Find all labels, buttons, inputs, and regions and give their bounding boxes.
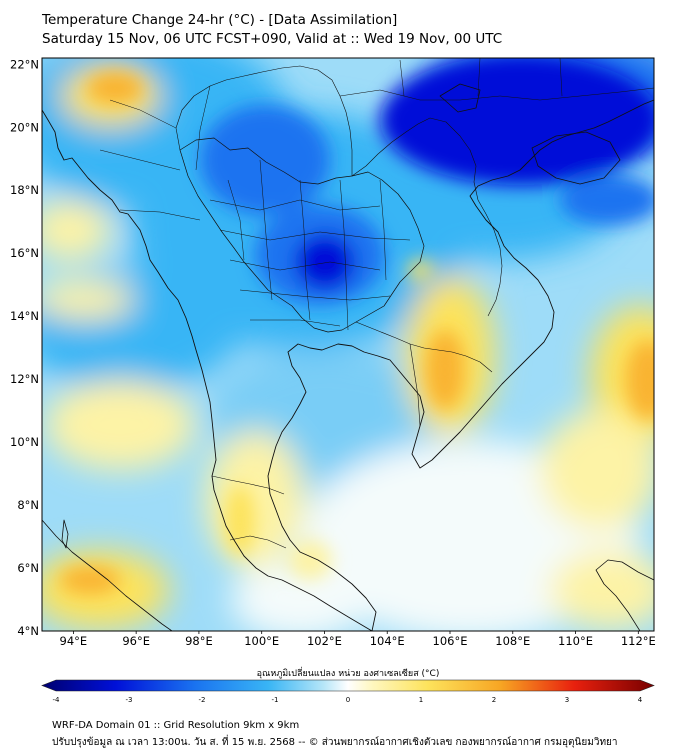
lat-tick-label: 16°N: [10, 246, 39, 260]
longitude-ticks: 94°E 96°E 98°E 100°E 102°E 104°E 106°E 108°E 110…: [60, 631, 656, 648]
colorbar-tick-label: -4: [53, 696, 61, 704]
lon-tick-label: 104°E: [370, 634, 405, 648]
temperature-field: [42, 58, 654, 631]
island-outline-2: [439, 83, 481, 113]
update-credit: ปรับปรุงข้อมูล ณ เวลา 13:00น. วัน ส. ที่…: [52, 737, 618, 748]
colorbar-tick-label: 1: [419, 696, 423, 704]
cambodia-border: [355, 321, 493, 427]
myanmar-inner: [99, 85, 211, 221]
lon-tick-label: 94°E: [60, 634, 88, 648]
china-provinces: [339, 58, 654, 101]
map-frame: [41, 57, 655, 632]
lon-tick-label: 96°E: [122, 634, 150, 648]
colorbar: [41, 679, 655, 692]
colorbar-tick-label: 0: [346, 696, 350, 704]
colorbar-gradient: [41, 679, 655, 692]
lon-tick-label: 106°E: [433, 634, 468, 648]
map-subtitle: Saturday 15 Nov, 06 UTC FCST+090, Valid …: [42, 31, 503, 47]
island-andaman: [61, 519, 69, 549]
lon-tick-label: 112°E: [621, 634, 656, 648]
colorbar-label: อุณหภูมิเปลี่ยนแปลง หน่วย องศาเซลเซียส (…: [257, 666, 440, 679]
boundaries: [42, 58, 654, 631]
lat-tick-label: 14°N: [10, 309, 39, 323]
colorbar-tick-label: 4: [638, 696, 643, 704]
colorbar-tick-label: 2: [492, 696, 496, 704]
myanmar-border: [175, 65, 353, 176]
lon-tick-label: 98°E: [185, 634, 213, 648]
lat-tick-label: 8°N: [17, 498, 39, 512]
lon-tick-label: 108°E: [495, 634, 530, 648]
lat-tick-label: 4°N: [17, 624, 39, 638]
laos-vietnam-border: [351, 117, 503, 317]
borneo-coastline: [595, 559, 654, 631]
lon-tick-label: 102°E: [307, 634, 342, 648]
lat-tick-label: 18°N: [10, 183, 39, 197]
lon-tick-label: 110°E: [558, 634, 593, 648]
gulf-coastline: [267, 99, 654, 631]
lat-tick-label: 10°N: [10, 435, 39, 449]
latitude-ticks: 22°N 20°N 18°N 16°N 14°N 12°N 10°N 8°N 6°N 4°N: [10, 57, 39, 638]
model-info: WRF-DA Domain 01 :: Grid Resolution 9km …: [52, 720, 300, 731]
colorbar-tick-label: -3: [126, 696, 133, 704]
colorbar-tick-label: -2: [199, 696, 206, 704]
colorbar-tick-label: -1: [272, 696, 279, 704]
map-title: Temperature Change 24-hr (°C) - [Data As…: [42, 12, 398, 28]
lat-tick-label: 22°N: [10, 57, 39, 71]
lat-tick-label: 12°N: [10, 372, 39, 386]
island-outline: [531, 131, 621, 185]
lon-tick-label: 100°E: [244, 634, 279, 648]
thai-border: [179, 137, 425, 333]
colorbar-tick-label: 3: [565, 696, 569, 704]
thai-province-lines: [209, 159, 411, 331]
lat-tick-label: 20°N: [10, 120, 39, 134]
malay-border: [211, 475, 287, 549]
sumatra-coastline: [42, 519, 173, 631]
mainland-coastline: [42, 109, 373, 631]
lat-tick-label: 6°N: [17, 561, 39, 575]
colorbar-ticks: -4 -3 -2 -1 0 1 2 3 4: [53, 696, 643, 704]
